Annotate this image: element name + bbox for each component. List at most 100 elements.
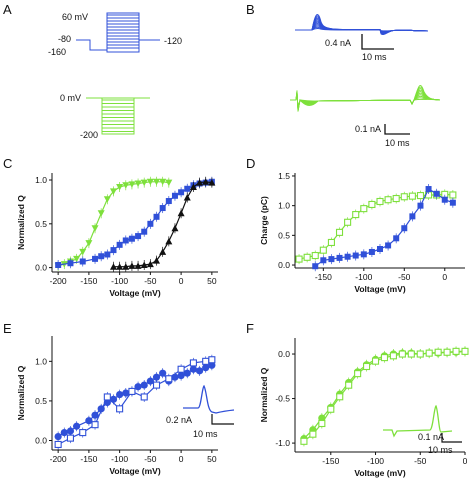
- chart-d-y-tick-label: 0.0: [278, 260, 290, 270]
- chart-c-series-0-point: [165, 179, 173, 187]
- chart-c-series-2-point: [153, 257, 161, 264]
- chart-c-series-1-point: [55, 261, 62, 268]
- chart-c-series-1-point: [135, 233, 142, 240]
- chart-d-series-0-point: [408, 192, 416, 200]
- chart-c-series-1-point: [178, 189, 185, 196]
- chart-c-series-1-point: [122, 237, 129, 244]
- chart-d-series-0-point: [344, 218, 352, 226]
- chart-e-series-1-point: [152, 381, 161, 389]
- chart-e-series-0-point: [208, 361, 216, 369]
- chart-f-series-1-point: [327, 405, 335, 413]
- chart-c-series-1-point: [110, 247, 117, 254]
- chart-d-series-1-point: [312, 263, 319, 270]
- chart-c-series-0-point: [85, 240, 93, 247]
- chart-c-series-1-point: [147, 220, 154, 227]
- chart-c-series-0-point: [109, 188, 117, 195]
- chart-d-series-0-point: [303, 253, 311, 261]
- green-scale-bar: [384, 124, 410, 135]
- blue-current-trace: [295, 14, 429, 35]
- chart-f: F 0.1 nA 10 ms -150 -100 -50 0 -1.0 -0.5 0.0 Vo…: [246, 321, 469, 478]
- chart-d-series-1-point: [425, 186, 432, 193]
- chart-c-series-0-point: [97, 210, 105, 217]
- chart-c-series-0-point: [134, 180, 142, 188]
- chart-e-series-0-point: [183, 369, 191, 377]
- panel-b-label: B: [246, 2, 255, 17]
- chart-c-series-1-point: [159, 205, 166, 212]
- chart-c-y-axis-label: Normalized Q: [16, 195, 26, 250]
- chart-d-series-0-point: [335, 228, 344, 236]
- inset-e-current: 0.2 nA: [166, 415, 192, 425]
- chart-e-series-0-point: [159, 369, 167, 377]
- chart-c-y-tick-label: 0.0: [35, 263, 47, 273]
- panel-a: A 60 mV -80 -120 -160 0 mV -200: [3, 2, 182, 140]
- chart-d-series-1-point: [449, 199, 456, 206]
- chart-e-y-tick-label: 0.0: [35, 436, 47, 446]
- chart-d-series-0-point: [352, 211, 360, 219]
- chart-e-series-0-point: [54, 432, 62, 441]
- chart-d-x-tick-label: -100: [355, 272, 372, 282]
- chart-f-series-1-point: [345, 381, 353, 389]
- chart-e-series-0-point: [60, 428, 68, 437]
- chart-c-y-tick-label: 1.0: [35, 175, 47, 185]
- inset-f-time: 10 ms: [428, 445, 453, 455]
- chart-c-x-tick-label: 0: [179, 276, 184, 286]
- chart-f-x-tick-label: 0: [463, 456, 468, 466]
- chart-c-series-0-point: [103, 196, 111, 203]
- chart-c-series-2-point: [122, 263, 130, 270]
- chart-d-y-axis-label: Charge (pC): [259, 196, 269, 245]
- chart-c-series-1-point: [141, 228, 148, 235]
- chart-e-series-1-point: [91, 421, 99, 429]
- chart-e-series-0-point: [91, 411, 99, 419]
- chart-f-series-1-point: [371, 357, 380, 365]
- chart-e-x-tick-label: -200: [50, 454, 67, 464]
- chart-c-x-tick-label: -200: [50, 276, 67, 286]
- chart-d-series-1-point: [328, 256, 335, 263]
- chart-c-series-2-point: [177, 209, 185, 217]
- chart-e-series-1-point: [54, 440, 62, 449]
- chart-e-y-tick-label: 0.5: [35, 396, 47, 406]
- chart-c-series-1-point: [104, 251, 111, 258]
- chart-f-series-1-point: [407, 350, 415, 358]
- green-current-trace: [290, 85, 441, 112]
- chart-f-x-tick-label: -150: [322, 456, 339, 466]
- chart-e-series-1-point: [140, 393, 148, 401]
- chart-f-series-1-point: [300, 437, 308, 445]
- chart-e-series-0-point: [109, 395, 118, 403]
- blue-scale-time: 10 ms: [362, 52, 387, 62]
- chart-d-y-tick-label: 1.5: [278, 171, 290, 181]
- green-current-traces: [290, 85, 441, 112]
- chart-f-x-tick-label: -50: [414, 456, 427, 466]
- chart-c-series-1-point: [116, 241, 123, 248]
- chart-c-series-0-point: [146, 178, 154, 186]
- chart-e-series-0-point: [85, 417, 93, 425]
- chart-e-series-0-point: [152, 373, 161, 381]
- chart-e-y-axis-label: Normalized Q: [16, 365, 26, 420]
- chart-d-series-0-point: [416, 192, 425, 200]
- chart-e-series-1-point: [165, 375, 173, 383]
- chart-c-series-1-point: [171, 192, 178, 199]
- chart-e-series-1-point: [103, 393, 111, 401]
- chart-f-x-axis-label: Voltage (mV): [354, 468, 405, 478]
- panel-e-label: E: [3, 321, 12, 336]
- chart-c-series-0-point: [159, 178, 167, 186]
- chart-c-series-1-point: [79, 258, 86, 265]
- chart-d-series-1-point: [409, 213, 416, 220]
- chart-d-x-tick-label: -150: [315, 272, 332, 282]
- chart-e: E 0.2 nA 10 ms -200 -150 -100 -50 0 50 0.0 0.5 1…: [3, 321, 235, 476]
- chart-c-series-2-point: [134, 262, 142, 269]
- chart-c-series-2-point: [146, 260, 154, 268]
- inset-f-trace: [383, 404, 462, 443]
- chart-f-series-1-point: [336, 393, 344, 401]
- chart-f-series-1-point: [380, 354, 389, 362]
- chart-e-x-tick-label: 50: [207, 454, 217, 464]
- chart-d-series-0-point: [311, 251, 319, 260]
- chart-e-series-1-point: [202, 357, 210, 365]
- chart-f-y-tick-label: 0.0: [278, 349, 290, 359]
- chart-c-series-2-point: [183, 194, 191, 201]
- chart-c-series-0-point: [73, 255, 81, 263]
- chart-d-series-1-point: [352, 252, 359, 259]
- chart-d-series-0-point: [295, 255, 303, 263]
- chart-d-series-0-point: [376, 197, 384, 206]
- panel-b: B 0.4 nA 10 ms 0.1 nA 10 ms: [246, 2, 441, 148]
